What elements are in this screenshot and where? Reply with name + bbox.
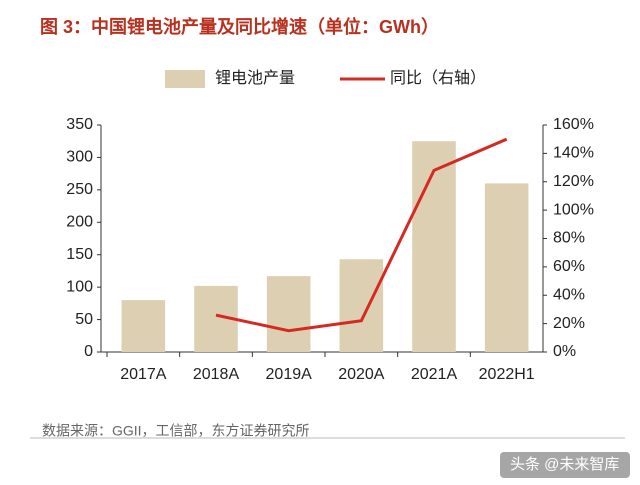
- x-tick-label: 2020A: [338, 366, 385, 383]
- legend-label: 同比（右轴）: [390, 69, 486, 87]
- watermark-bg: [500, 452, 630, 478]
- y-tick-label: 300: [66, 149, 93, 166]
- source: 数据来源：GGII，工信部，东方证券研究所: [42, 423, 310, 439]
- y2-tick-label: 160%: [553, 116, 594, 133]
- y-tick-label: 250: [66, 181, 93, 198]
- y2-tick-label: 60%: [553, 258, 585, 275]
- y2-tick-label: 100%: [553, 201, 594, 218]
- watermark: 头条 @未来智库: [510, 455, 619, 473]
- bar: [266, 276, 311, 352]
- legend-swatch: [165, 70, 205, 88]
- y2-tick-label: 120%: [553, 173, 594, 190]
- x-tick-label: 2018A: [193, 366, 240, 383]
- y-tick-label: 200: [66, 214, 93, 231]
- y2-tick-label: 20%: [553, 315, 585, 332]
- y2-tick-label: 140%: [553, 145, 594, 162]
- x-tick-label: 2022H1: [479, 366, 535, 383]
- legend-label: 锂电池产量: [215, 69, 295, 87]
- bar: [484, 183, 529, 352]
- bar: [339, 259, 384, 352]
- chart-title: 图 3：中国锂电池产量及同比增速（单位：GWh）: [40, 16, 439, 37]
- x-tick-label: 2017A: [120, 366, 167, 383]
- y-tick-label: 150: [66, 246, 93, 263]
- x-tick-label: 2021A: [411, 366, 458, 383]
- y2-tick-label: 40%: [553, 286, 585, 303]
- bar: [412, 141, 456, 352]
- y-tick-label: 100: [66, 278, 93, 295]
- y-tick-label: 0: [84, 343, 93, 360]
- x-tick-label: 2019A: [266, 366, 313, 383]
- line: [215, 137, 508, 333]
- y2-tick-label: 80%: [553, 230, 585, 247]
- bar: [121, 300, 166, 352]
- y2-tick-label: 0%: [553, 343, 576, 360]
- y-tick-label: 50: [75, 311, 93, 328]
- y-tick-label: 350: [66, 116, 93, 133]
